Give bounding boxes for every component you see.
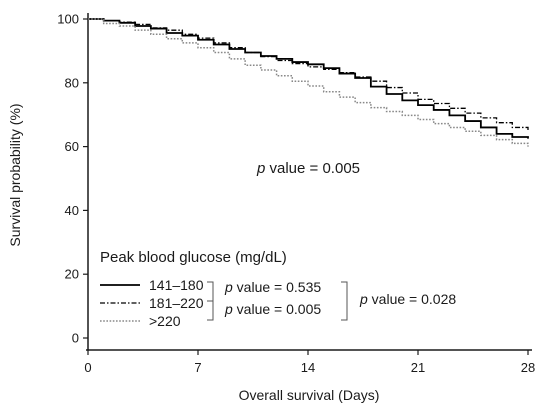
x-tick-label: 21 xyxy=(411,360,425,375)
bracket-1-3 xyxy=(341,281,348,321)
pairwise-brackets xyxy=(207,281,348,321)
y-tick-label: 80 xyxy=(65,75,79,90)
series-layer xyxy=(88,18,529,147)
axes xyxy=(86,13,532,351)
y-tick-label: 60 xyxy=(65,139,79,154)
survival-curve-3 xyxy=(88,18,529,147)
x-tick-label: 0 xyxy=(84,360,91,375)
survival-curve-1 xyxy=(88,18,529,139)
y-tick-label: 0 xyxy=(72,331,79,346)
p-letter-1-3: p xyxy=(359,291,368,307)
p-value-pair-2-3: p value = 0.005 xyxy=(224,301,321,317)
p-letter-2-3: p xyxy=(224,301,233,317)
legend-label-2: 181–220 xyxy=(149,295,204,311)
bracket-1-2 xyxy=(207,281,214,302)
x-axis-title: Overall survival (Days) xyxy=(239,387,380,403)
p-value-pair-1-3: p value = 0.028 xyxy=(359,291,456,307)
p-text-1-3: value = 0.028 xyxy=(368,291,457,307)
legend: Peak blood glucose (mg/dL) 141–180 181–22… xyxy=(100,249,287,329)
x-tick-label: 14 xyxy=(301,360,315,375)
p-text-1-2: value = 0.535 xyxy=(233,279,322,295)
x-tick-label: 28 xyxy=(521,360,535,375)
legend-entries: 141–180 181–220 >220 xyxy=(100,277,204,329)
y-axis-title: Survival probability (%) xyxy=(7,103,23,246)
y-tick-label: 40 xyxy=(65,203,79,218)
bracket-2-3 xyxy=(207,300,214,321)
survival-curve-2 xyxy=(88,18,529,131)
overall-p-letter: p xyxy=(256,160,265,177)
legend-label-3: >220 xyxy=(149,313,181,329)
p-text-2-3: value = 0.005 xyxy=(233,301,322,317)
overall-p-value: p value = 0.005 xyxy=(256,160,360,177)
x-tick-label: 7 xyxy=(194,360,201,375)
y-tick-label: 20 xyxy=(65,267,79,282)
legend-label-1: 141–180 xyxy=(149,277,204,293)
p-value-pair-1-2: p value = 0.535 xyxy=(224,279,321,295)
legend-title: Peak blood glucose (mg/dL) xyxy=(100,249,287,266)
p-letter-1-2: p xyxy=(224,279,233,295)
y-tick-label: 100 xyxy=(57,12,79,27)
ticks: 0 20 40 60 80 100 0 7 14 21 28 xyxy=(57,12,535,376)
overall-p-text: value = 0.005 xyxy=(265,160,360,177)
